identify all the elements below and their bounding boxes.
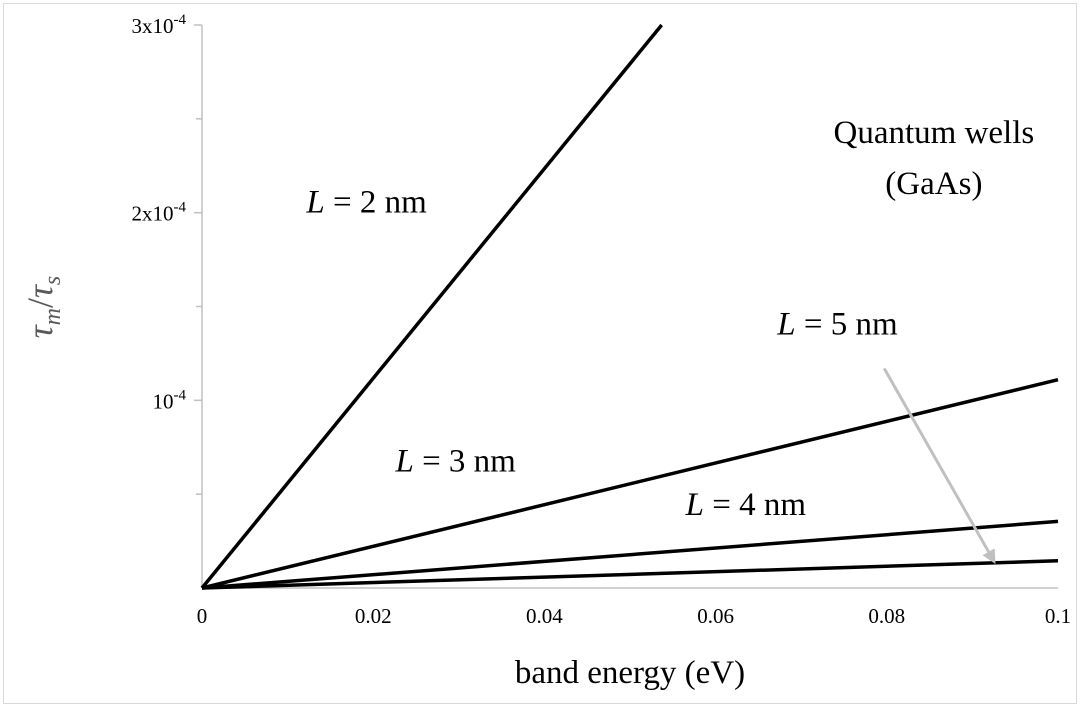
annotation-arrow-head <box>982 548 996 564</box>
y-tick-label: 2x10-4 <box>132 200 187 226</box>
chart-frame <box>3 3 1077 704</box>
series-line <box>201 559 1059 590</box>
x-tick-label: 0.06 <box>697 604 734 628</box>
series-line <box>201 377 1059 590</box>
x-tick-label: 0.1 <box>1045 604 1071 628</box>
series-annotation: L = 3 nm <box>394 444 516 480</box>
y-tick-label: 10-4 <box>153 387 187 413</box>
text-label: (GaAs) <box>885 166 982 202</box>
series-annotation: L = 2 nm <box>305 185 427 221</box>
x-tick-label: 0.02 <box>355 604 392 628</box>
x-tick-label: 0 <box>197 604 208 628</box>
y-axis-title: τm/τs <box>20 276 66 338</box>
series-line <box>201 519 1059 590</box>
x-tick-label: 0.08 <box>868 604 905 628</box>
annotation-arrow-line <box>882 367 990 553</box>
series-annotation: L = 5 nm <box>776 307 898 343</box>
series-lines <box>200 23 1059 590</box>
axes: 3x10-4 2x10-4 10-4 0 0.02 0.04 0.06 0.08 0.1 band… <box>20 12 1071 691</box>
labels: L = 2 nm L = 3 nm L = 4 nm L = 5 nm Quantum … <box>305 115 1034 564</box>
y-tick-label: 3x10-4 <box>132 12 187 38</box>
series-annotation: L = 4 nm <box>685 487 807 523</box>
series-line <box>200 23 664 590</box>
x-axis-title: band energy (eV) <box>515 655 745 691</box>
text-label: Quantum wells <box>834 115 1035 151</box>
x-tick-label: 0.04 <box>526 604 563 628</box>
